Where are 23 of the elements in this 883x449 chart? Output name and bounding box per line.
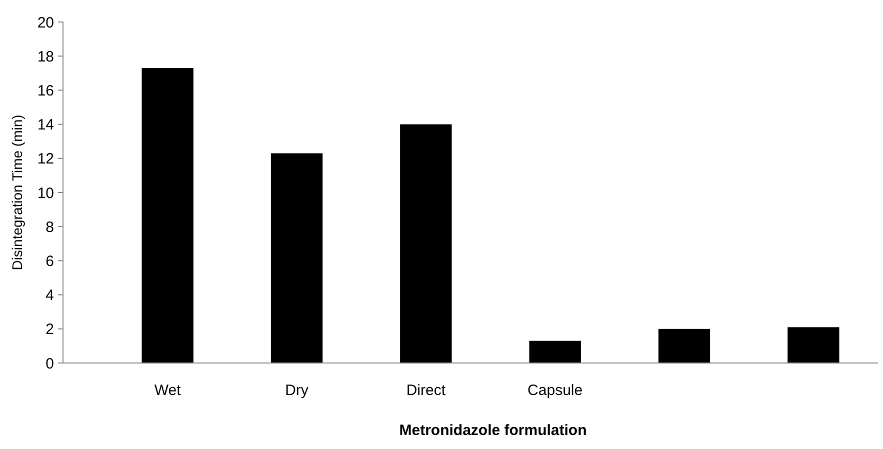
x-tick-label: Capsule [528,382,583,399]
bar [400,124,452,363]
y-tick-label: 6 [46,252,54,270]
x-tick-label: Wet [154,382,182,399]
y-tick-label: 2 [46,321,54,338]
bar [270,153,323,363]
bar [658,328,710,363]
y-tick-label: 0 [46,355,54,372]
y-tick-label: 10 [37,184,54,202]
bar [142,68,194,363]
y-tick-label: 8 [46,218,54,236]
x-axis-title: Metronidazole formulation [399,422,587,439]
y-tick-label: 14 [37,116,54,134]
bar [529,340,581,363]
y-tick-label: 12 [37,150,54,168]
y-tick-label: 16 [37,82,54,100]
x-tick-label: Direct [406,382,446,399]
y-tick-label: 4 [46,287,54,304]
x-tick-label: Dry [285,382,309,399]
y-tick-label: 18 [37,48,54,66]
bar [788,327,840,363]
y-tick-label: 20 [37,14,54,32]
y-axis-title: Disintegration Time (min) [9,114,25,270]
